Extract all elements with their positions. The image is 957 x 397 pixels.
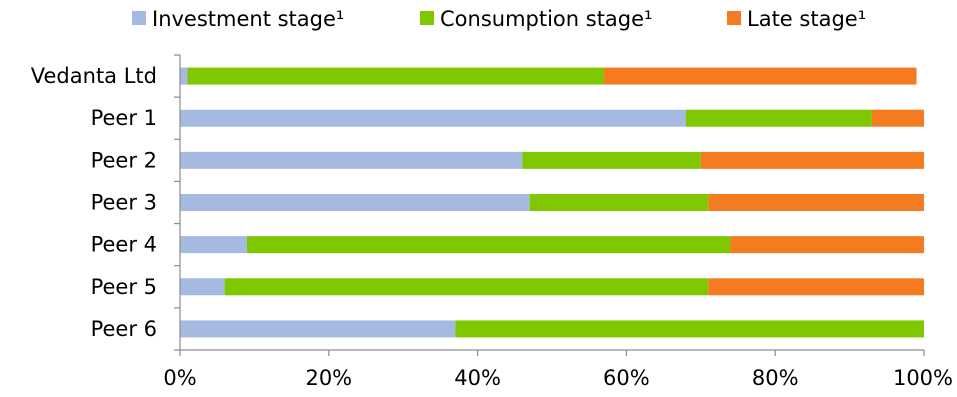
bar-peer-6-consumption-stage <box>455 320 924 338</box>
legend: Investment stage¹ Consumption stage¹ Late … <box>132 7 866 31</box>
category-label-peer-1: Peer 1 <box>91 106 157 130</box>
legend-label-consumption-stage: Consumption stage¹ <box>440 7 652 31</box>
x-tick-label-60: 60% <box>603 366 650 390</box>
category-label-peer-5: Peer 5 <box>91 275 157 299</box>
bar-peer-5-consumption-stage <box>224 278 709 296</box>
bar-peer-2-investment-stage <box>180 151 523 169</box>
legend-swatch-late-stage <box>727 11 741 25</box>
category-label-peer-3: Peer 3 <box>91 191 157 215</box>
axes <box>174 54 925 356</box>
bars <box>180 67 924 338</box>
x-axis-tick-labels: 0% 20% 40% 60% 80% 100% <box>163 366 953 390</box>
bar-peer-4-late-stage <box>730 236 924 254</box>
legend-swatch-consumption-stage <box>420 11 434 25</box>
bar-peer-6-investment-stage <box>180 320 456 338</box>
category-label-peer-2: Peer 2 <box>91 148 157 172</box>
bar-peer-1-late-stage <box>871 109 924 127</box>
bar-peer-3-consumption-stage <box>529 194 709 211</box>
bar-peer-4-investment-stage <box>180 236 247 254</box>
x-tick-label-0: 0% <box>163 366 196 390</box>
bar-peer-4-consumption-stage <box>246 236 731 254</box>
x-tick-label-20: 20% <box>305 366 352 390</box>
bar-vedanta-ltd-late-stage <box>604 67 917 85</box>
bar-vedanta-ltd-consumption-stage <box>187 67 605 85</box>
bar-peer-2-late-stage <box>700 151 924 169</box>
category-axis-labels: Vedanta Ltd Peer 1 Peer 2 Peer 3 Peer 4 Peer … <box>31 64 157 341</box>
bar-peer-1-investment-stage <box>180 109 686 127</box>
bar-peer-2-consumption-stage <box>522 151 701 169</box>
legend-swatch-investment-stage <box>132 11 146 25</box>
bar-peer-5-investment-stage <box>180 278 225 296</box>
x-tick-label-100: 100% <box>893 366 953 390</box>
legend-label-investment-stage: Investment stage¹ <box>152 7 344 31</box>
legend-label-late-stage: Late stage¹ <box>747 7 866 31</box>
bar-vedanta-ltd-investment-stage <box>180 67 188 85</box>
x-tick-label-80: 80% <box>752 366 799 390</box>
bar-peer-3-investment-stage <box>180 194 530 211</box>
bar-peer-3-late-stage <box>708 194 924 211</box>
bar-peer-1-consumption-stage <box>685 109 872 127</box>
category-label-vedanta-ltd: Vedanta Ltd <box>31 64 157 88</box>
bar-peer-5-late-stage <box>708 278 924 296</box>
x-tick-label-40: 40% <box>454 366 501 390</box>
category-label-peer-4: Peer 4 <box>91 233 157 257</box>
category-label-peer-6: Peer 6 <box>91 317 157 341</box>
